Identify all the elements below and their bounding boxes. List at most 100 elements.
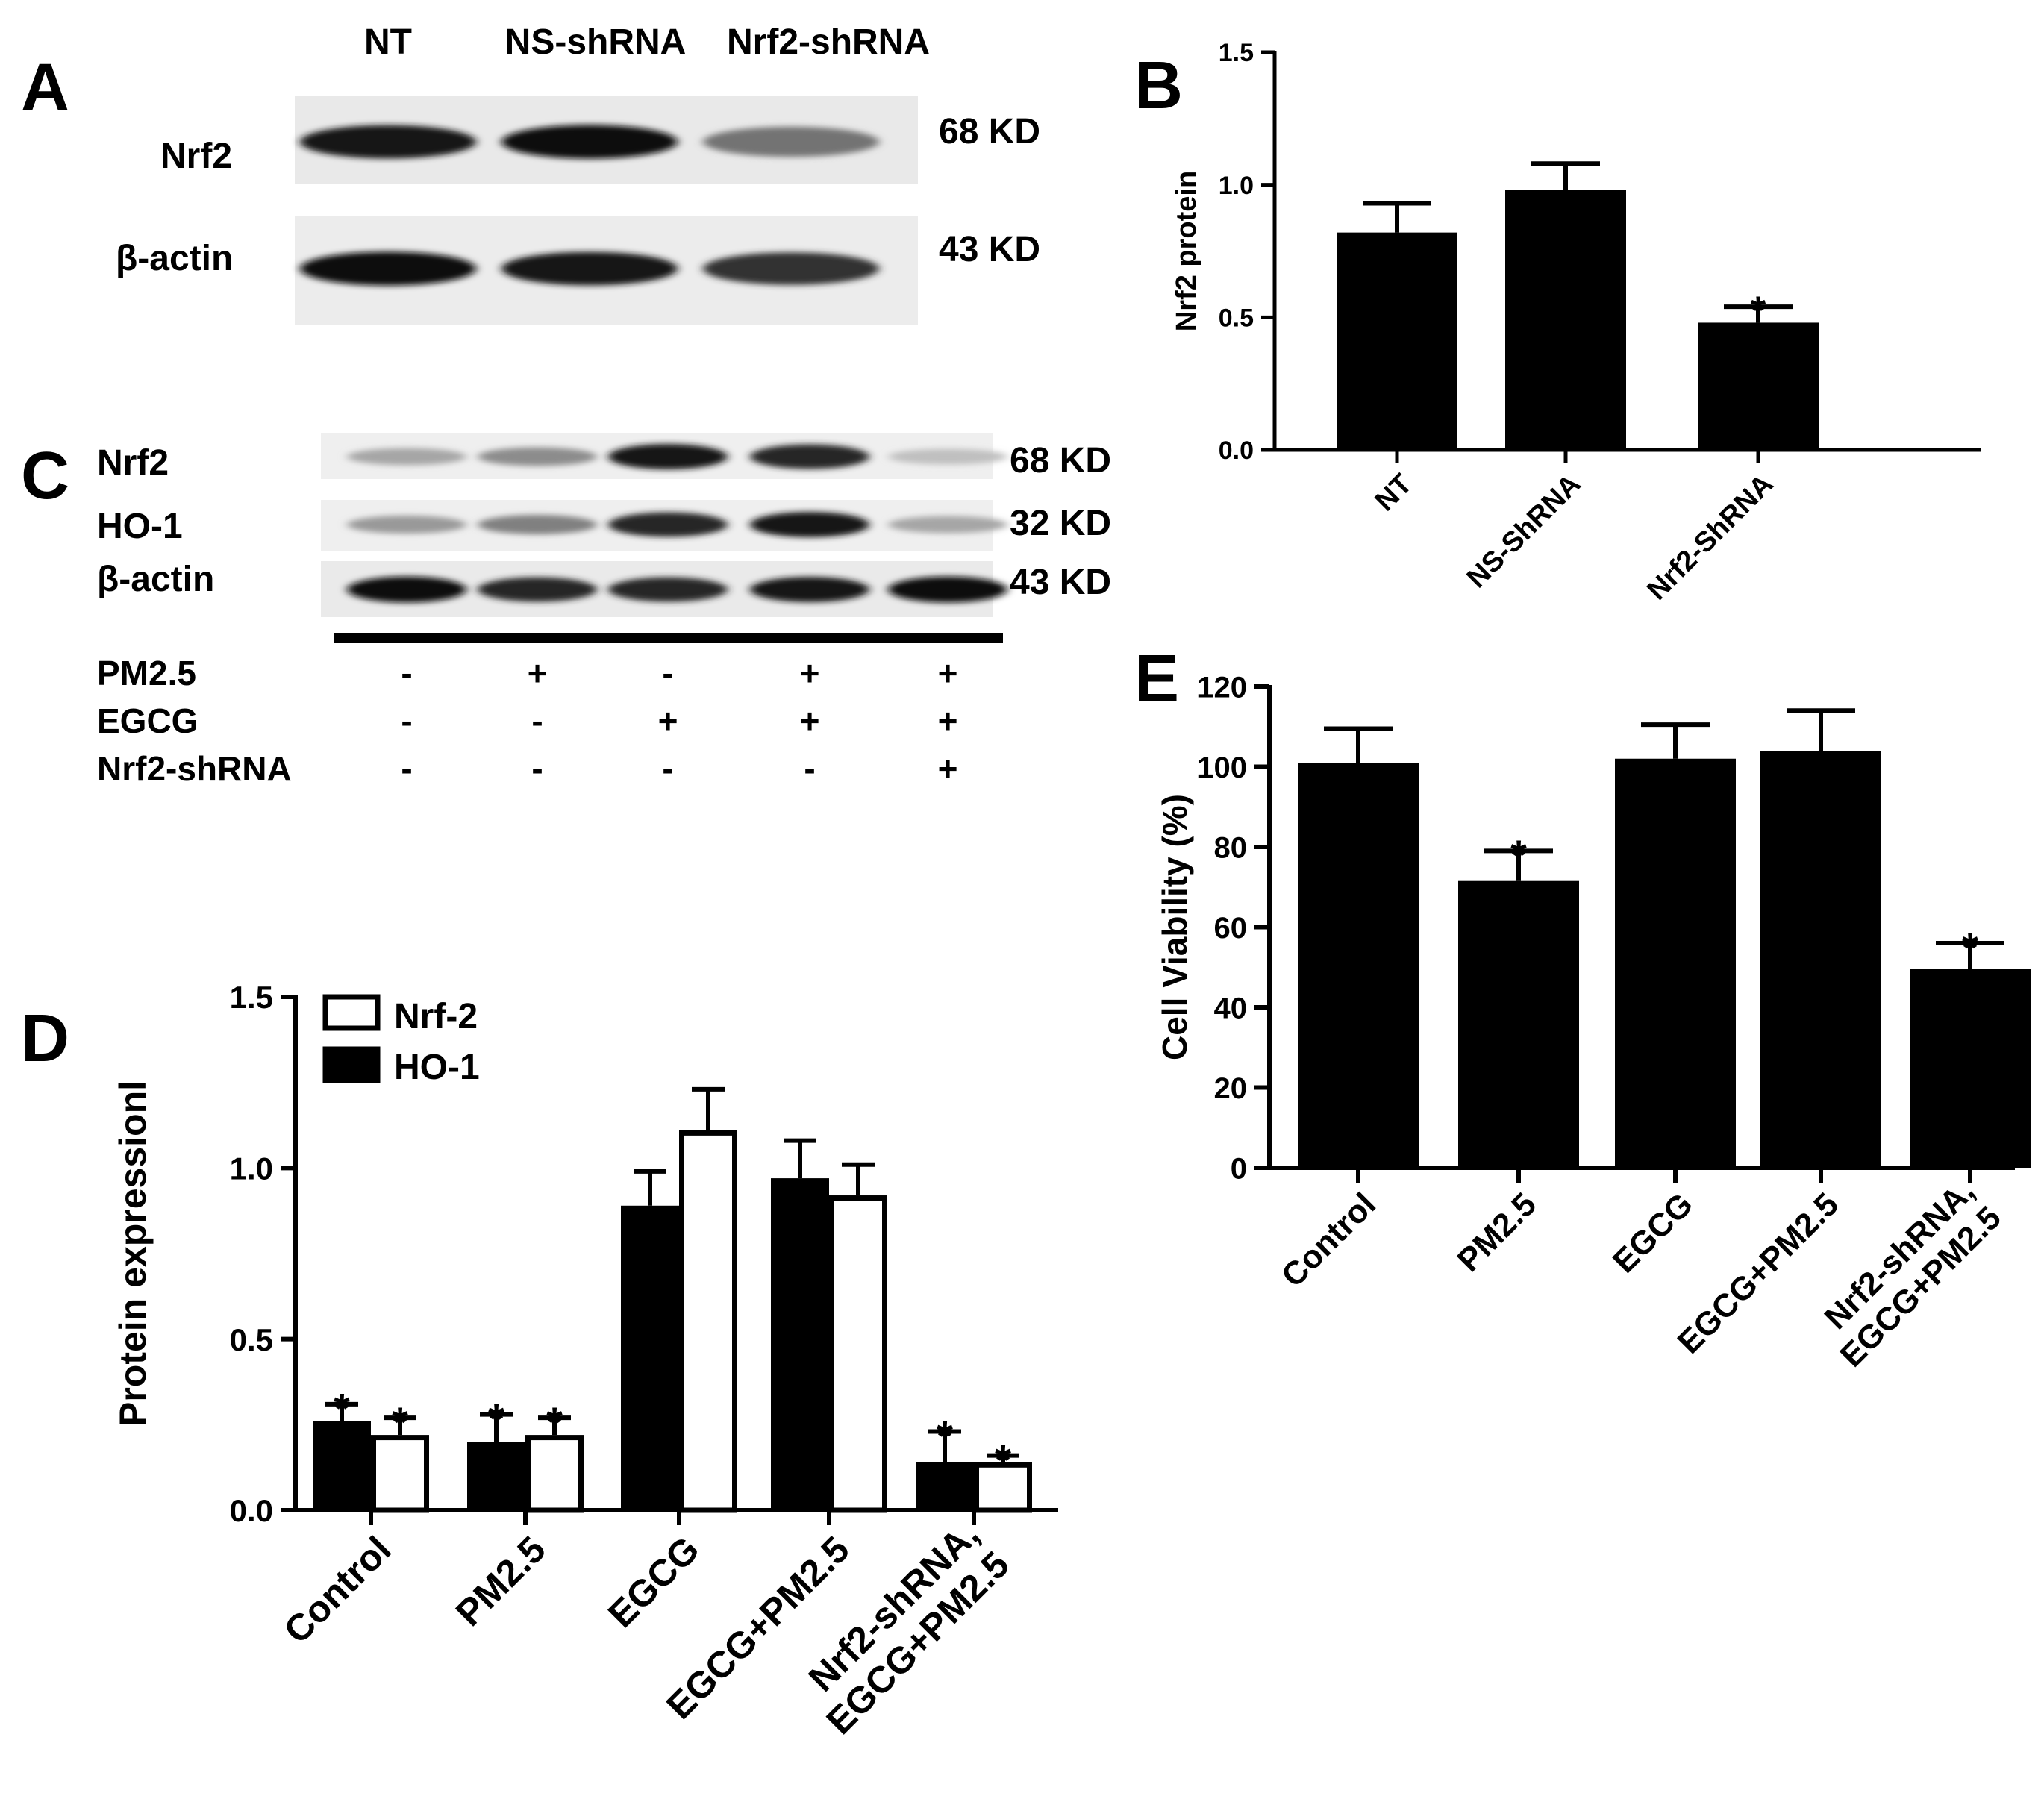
chart-e-category-label: Nrf2-shRNA,EGCG+PM2.5 bbox=[1807, 1173, 2008, 1374]
chart-d-significance-star: * bbox=[546, 1398, 563, 1445]
panel-letter-d: D bbox=[21, 1001, 69, 1076]
blot-a-band-1-1 bbox=[501, 251, 678, 286]
legend-label-nrf-2: Nrf-2 bbox=[394, 997, 478, 1036]
chart-d-y-tick-label: 0.0 bbox=[230, 1493, 273, 1528]
chart-b-y-tick-label: 1.0 bbox=[1219, 172, 1254, 200]
chart-d-bar-nrf-2 bbox=[525, 1435, 584, 1513]
chart-e-bar bbox=[1298, 763, 1419, 1168]
blot-c-kd-ho1: 32 KD bbox=[1010, 504, 1111, 543]
blot-c-band-1-0 bbox=[347, 516, 466, 534]
chart-d-significance-star: * bbox=[334, 1385, 350, 1432]
treatment-sign-0-4: + bbox=[938, 654, 958, 692]
chart-b-category-label: NS-ShRNA bbox=[1461, 469, 1587, 595]
chart-e-y-tick-label: 80 bbox=[1214, 831, 1248, 864]
chart-b-bar bbox=[1505, 190, 1626, 451]
chart-b-y-tick-label: 0.5 bbox=[1219, 304, 1254, 333]
chart-d-significance-star: * bbox=[392, 1398, 408, 1445]
blot-c-band-0-0 bbox=[347, 448, 466, 466]
chart-e-bar bbox=[1458, 880, 1579, 1168]
chart-e-y-tick-label: 100 bbox=[1197, 751, 1247, 784]
chart-d: 0.00.51.01.5* *Control* *PM2.5 EGCGEGCG+PM2… bbox=[112, 980, 1058, 1742]
blot-c-kd-beta-actin: 43 KD bbox=[1010, 563, 1111, 602]
blot-a-band-0-0 bbox=[300, 125, 476, 159]
blot-c-row-label-beta-actin: β-actin bbox=[97, 560, 214, 599]
treatment-sign-2-3: - bbox=[804, 749, 815, 788]
legend-swatch-ho-1 bbox=[322, 1046, 381, 1083]
blot-c-band-2-1 bbox=[478, 577, 597, 602]
panel-letter-b: B bbox=[1134, 49, 1183, 123]
blot-c-band-2-2 bbox=[608, 577, 728, 602]
chart-d-category-label: EGCG bbox=[600, 1528, 707, 1636]
chart-b-bar bbox=[1337, 232, 1457, 450]
chart-b-y-tick-label: 0.0 bbox=[1219, 437, 1254, 465]
chart-e-significance-star: * bbox=[1962, 924, 1978, 971]
treatment-signs: - + - + + - - + + + - - - - + bbox=[401, 654, 957, 788]
treatment-sign-1-3: + bbox=[800, 701, 820, 740]
chart-d-category-label: PM2.5 bbox=[448, 1528, 554, 1634]
chart-d-bar-nrf-2 bbox=[679, 1130, 737, 1513]
chart-b: 0.0 0.5 1.0 1.5 NT NS-ShRNA * Nrf2-ShRNA Nrf2 p… bbox=[1171, 39, 1981, 607]
chart-d-marks: 0.00.51.01.5* *Control* *PM2.5 EGCGEGCG+PM2… bbox=[230, 980, 1058, 1742]
treatment-sign-1-0: - bbox=[401, 701, 412, 740]
blot-c-kd-nrf2: 68 KD bbox=[1010, 441, 1111, 481]
blot-c-band-0-4 bbox=[888, 448, 1007, 465]
chart-d-legend: Nrf-2 HO-1 bbox=[322, 994, 480, 1087]
chart-e-bar bbox=[1615, 758, 1736, 1168]
blot-c-band-1-2 bbox=[608, 512, 728, 537]
treatment-sign-1-4: + bbox=[938, 701, 958, 740]
treatment-sign-0-1: + bbox=[528, 654, 548, 692]
blot-a-row-label-nrf2: Nrf2 bbox=[160, 137, 232, 176]
legend-label-ho-1: HO-1 bbox=[394, 1048, 480, 1087]
blot-a-band-1-0 bbox=[300, 251, 476, 286]
treatment-sign-1-2: + bbox=[658, 701, 678, 740]
chart-e-y-tick-label: 60 bbox=[1214, 912, 1248, 945]
blot-c-band-2-0 bbox=[347, 576, 466, 603]
blot-c-separator-line bbox=[334, 633, 1003, 643]
chart-d-significance-star: * bbox=[995, 1436, 1011, 1483]
panel-letter-c: C bbox=[21, 439, 69, 513]
chart-b-y-axis-label: Nrf2 protein bbox=[1171, 171, 1202, 331]
blot-c-bands bbox=[347, 444, 1007, 603]
chart-d-bar-ho-1 bbox=[313, 1421, 371, 1510]
chart-b-y-tick-label: 1.5 bbox=[1219, 39, 1254, 67]
panel-letter-e: E bbox=[1134, 642, 1179, 716]
chart-d-bar-ho-1 bbox=[916, 1462, 974, 1510]
blot-panel-a: NT NS-shRNA Nrf2-shRNA Nrf2 β-actin 68 K… bbox=[116, 22, 1040, 325]
chart-d-bar-nrf-2 bbox=[371, 1435, 429, 1513]
blot-c-band-0-1 bbox=[478, 447, 597, 466]
chart-e-y-axis-label: Cell Viability (%) bbox=[1155, 794, 1194, 1060]
treatment-sign-2-2: - bbox=[662, 749, 673, 788]
blot-a-band-0-2 bbox=[703, 126, 879, 157]
blot-a-kd-nrf2: 68 KD bbox=[939, 112, 1040, 151]
blot-a-band-1-2 bbox=[703, 252, 879, 285]
chart-e-y-tick-label: 0 bbox=[1231, 1152, 1247, 1185]
treatment-label-egcg: EGCG bbox=[97, 701, 198, 740]
treatment-sign-1-1: - bbox=[531, 701, 543, 740]
treatment-sign-0-3: + bbox=[800, 654, 820, 692]
blot-c-band-1-4 bbox=[888, 516, 1007, 534]
blot-c-band-1-1 bbox=[478, 515, 597, 534]
treatment-label-nrf2-shrna: Nrf2-shRNA bbox=[97, 749, 292, 788]
chart-e-bar bbox=[1760, 751, 1881, 1168]
chart-d-bar-ho-1 bbox=[467, 1442, 525, 1510]
chart-d-bar-ho-1 bbox=[621, 1205, 679, 1510]
chart-d-y-tick-label: 1.0 bbox=[230, 1151, 273, 1186]
blot-c-band-0-2 bbox=[608, 444, 728, 469]
chart-e-y-tick-label: 120 bbox=[1197, 671, 1247, 704]
blot-c-band-1-3 bbox=[750, 512, 869, 537]
chart-e-y-tick-label: 20 bbox=[1214, 1072, 1248, 1105]
blot-a-bands bbox=[300, 125, 879, 286]
chart-e-category-label: EGCG bbox=[1606, 1186, 1700, 1280]
chart-d-bar-nrf-2 bbox=[829, 1195, 887, 1513]
blot-c-row-label-nrf2: Nrf2 bbox=[97, 443, 169, 483]
legend-swatch-nrf-2 bbox=[322, 994, 381, 1031]
chart-b-bar bbox=[1698, 322, 1819, 450]
blot-c-row-label-ho1: HO-1 bbox=[97, 507, 183, 546]
chart-e-significance-star: * bbox=[1510, 831, 1527, 878]
treatment-sign-2-1: - bbox=[531, 749, 543, 788]
chart-e-category-label: PM2.5 bbox=[1450, 1186, 1543, 1279]
lane-label-nrf2-shrna: Nrf2-shRNA bbox=[727, 22, 930, 62]
